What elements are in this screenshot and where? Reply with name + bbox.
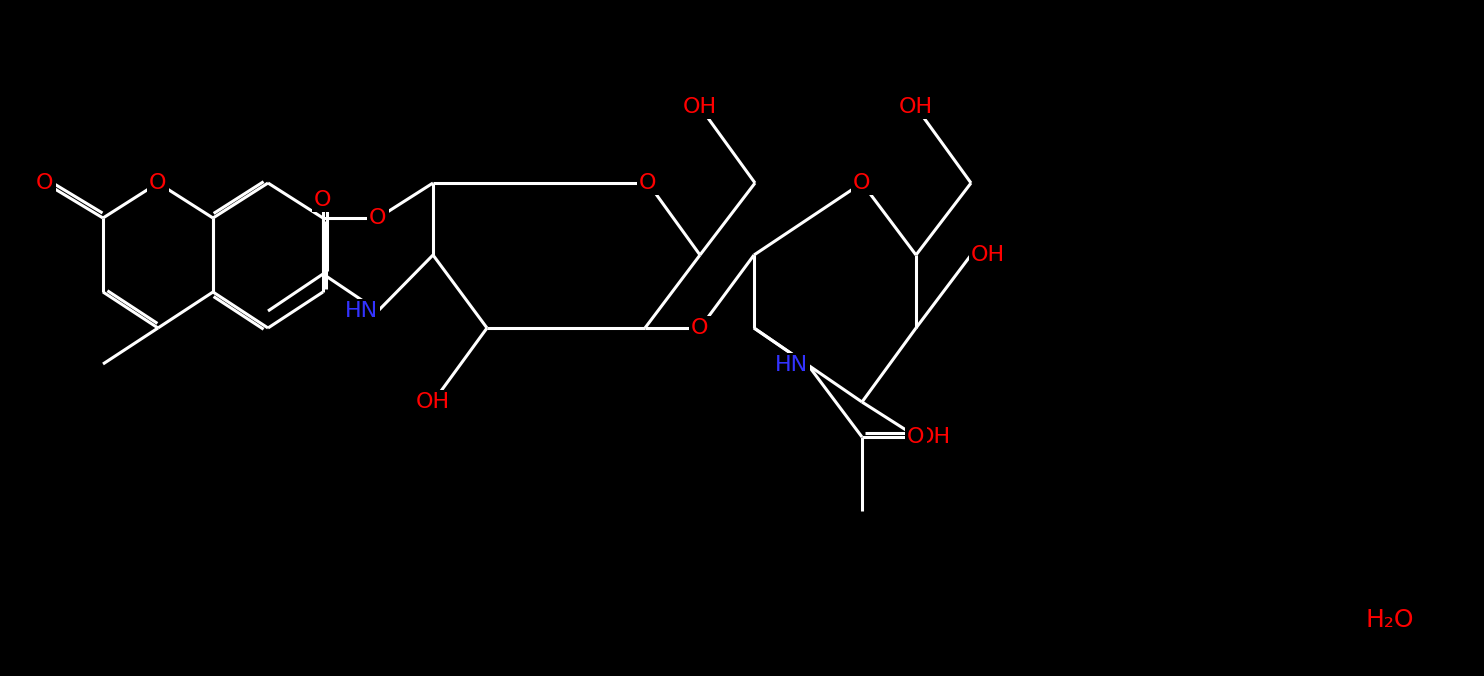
Text: HN: HN [775, 355, 807, 375]
Text: O: O [150, 173, 166, 193]
Text: OH: OH [917, 427, 951, 447]
Text: OH: OH [899, 97, 933, 117]
Text: O: O [36, 173, 53, 193]
Text: H₂O: H₂O [1365, 608, 1414, 632]
Text: O: O [853, 173, 871, 193]
Text: O: O [907, 427, 925, 447]
Text: O: O [692, 318, 709, 338]
Text: OH: OH [971, 245, 1005, 265]
Text: O: O [370, 208, 387, 228]
Text: HN: HN [344, 301, 378, 321]
Text: O: O [640, 173, 657, 193]
Text: O: O [315, 190, 332, 210]
Text: OH: OH [416, 392, 450, 412]
Text: OH: OH [683, 97, 717, 117]
